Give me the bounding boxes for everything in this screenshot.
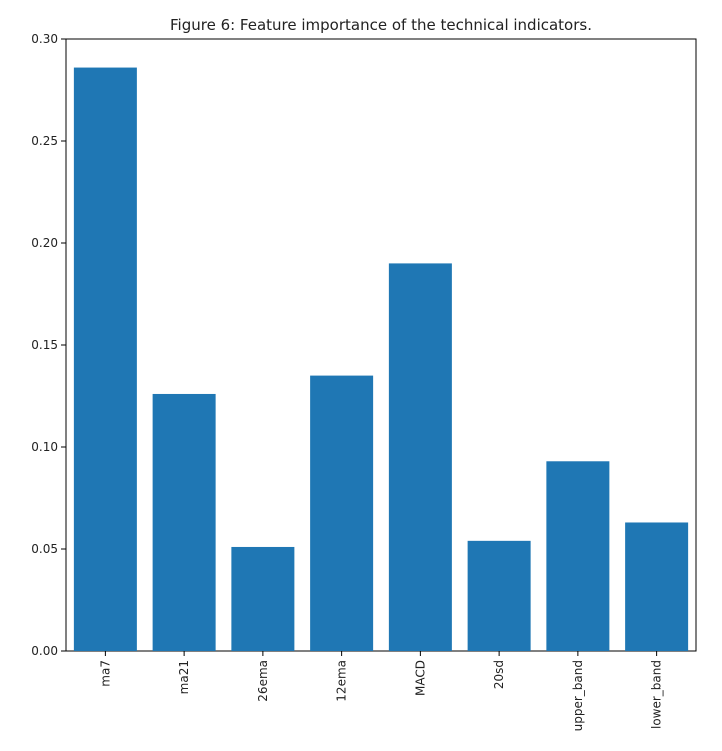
- bar-20sd: [467, 540, 531, 651]
- y-tick-label: 0.10: [31, 440, 58, 454]
- x-axis: ma7 ma21 26ema 12ema MACD 20sd upper_band lower…: [98, 651, 664, 731]
- y-tick-label: 0.05: [31, 542, 58, 556]
- y-tick-label: 0.30: [31, 32, 58, 46]
- chart-title: Figure 6: Feature importance of the tech…: [170, 16, 592, 34]
- bar-lower_band: [625, 522, 689, 651]
- x-tick-label: ma21: [177, 660, 191, 694]
- bar-MACD: [388, 263, 452, 651]
- x-tick-label: 26ema: [256, 660, 270, 702]
- y-tick-label: 0.15: [31, 338, 58, 352]
- bar-26ema: [231, 546, 295, 651]
- bar-ma7: [73, 67, 137, 651]
- bar-ma21: [152, 393, 216, 651]
- x-tick-label: ma7: [98, 660, 112, 687]
- bars: [73, 67, 689, 651]
- y-axis: 0.00 0.05 0.10 0.15 0.20 0.25 0.30: [31, 32, 66, 658]
- y-tick-label: 0.00: [31, 644, 58, 658]
- y-tick-label: 0.20: [31, 236, 58, 250]
- bar-upper_band: [546, 461, 610, 651]
- y-tick-label: 0.25: [31, 134, 58, 148]
- x-tick-label: upper_band: [571, 660, 585, 731]
- x-tick-label: 12ema: [335, 660, 349, 702]
- x-tick-label: 20sd: [492, 660, 506, 689]
- x-tick-label: MACD: [413, 660, 427, 696]
- bar-12ema: [310, 375, 374, 651]
- x-tick-label: lower_band: [650, 660, 664, 729]
